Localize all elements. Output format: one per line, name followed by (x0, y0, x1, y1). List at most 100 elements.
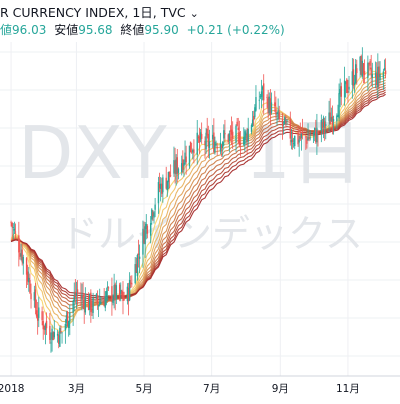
candle-body (282, 121, 285, 123)
candle-body (208, 141, 211, 148)
candle-body (80, 296, 82, 299)
candle-up (134, 256, 136, 285)
candle-body (181, 163, 183, 172)
candle-down (239, 131, 242, 157)
candle-up (44, 322, 47, 345)
candle-body (338, 93, 340, 119)
ohlc-low-label: 安値 (54, 23, 79, 37)
candle-up (212, 124, 214, 149)
candle-body (35, 310, 38, 317)
candle-down (49, 312, 51, 344)
candle-body (198, 136, 201, 143)
candle-up (309, 130, 311, 141)
candle-up (320, 114, 323, 143)
candle-down (305, 135, 307, 150)
candle-body (36, 314, 39, 321)
candle-up (112, 294, 114, 306)
candle-body (197, 136, 200, 139)
candle-body (45, 320, 48, 329)
candle-down (315, 119, 317, 144)
candle-body (97, 305, 100, 307)
candle-down (206, 117, 208, 139)
candle-body (206, 128, 208, 136)
candle-body (192, 149, 194, 153)
candle-up (219, 132, 222, 155)
candle-body (142, 228, 144, 255)
candle-body (276, 113, 278, 115)
candle-up (383, 59, 386, 71)
candle-body (153, 212, 155, 218)
candle-body (200, 133, 203, 139)
candle-down (60, 325, 62, 334)
candle-down (58, 331, 60, 349)
candle-body (136, 254, 139, 277)
candle-down (321, 118, 324, 135)
candle-up (159, 177, 162, 202)
candle-body (230, 129, 233, 135)
candle-down (111, 277, 113, 316)
candle-body (328, 112, 330, 122)
candle-body (236, 121, 238, 126)
candle-body (255, 97, 257, 111)
candle-body (313, 127, 316, 133)
candle-up (345, 81, 347, 98)
candle-up (359, 55, 361, 78)
candle-body (254, 107, 256, 118)
candle-body (305, 136, 307, 138)
candle-up (282, 121, 285, 135)
candle-up (339, 78, 341, 108)
candle-body (291, 139, 294, 142)
candle-up (254, 104, 256, 120)
candle-up (222, 140, 224, 157)
candle-body (348, 86, 350, 90)
candle-body (182, 159, 184, 170)
candle-body (76, 289, 79, 294)
x-tick-label: 2018 (0, 383, 24, 395)
candle-up (250, 123, 253, 135)
candle-up (105, 287, 108, 306)
candle-body (168, 171, 171, 178)
candle-up (59, 325, 61, 347)
candle-up (136, 253, 139, 281)
candle-body (118, 284, 121, 296)
x-tick-label: 3月 (68, 383, 85, 395)
candle-down (275, 96, 277, 119)
candle-body (379, 73, 381, 81)
ohlc-low-value: 95.68 (78, 23, 113, 37)
candle-up (115, 280, 118, 304)
candle-body (193, 149, 195, 154)
candle-up (153, 210, 155, 224)
candle-up (12, 223, 14, 240)
candle-body (196, 132, 198, 155)
candle-down (135, 257, 137, 274)
candle-down (14, 223, 17, 239)
candle-up (100, 296, 102, 305)
candle-up (106, 281, 109, 302)
candle-body (250, 125, 253, 132)
candle-up (20, 243, 22, 261)
candle-down (123, 291, 125, 302)
candle-up (276, 111, 278, 126)
candle-down (42, 311, 44, 340)
candle-up (300, 133, 303, 151)
candle-up (325, 116, 327, 140)
candle-down (306, 135, 308, 149)
candle-up (75, 281, 78, 309)
candle-body (100, 302, 102, 304)
candle-up (22, 254, 24, 275)
candle-up (183, 159, 185, 177)
candle-down (91, 300, 93, 317)
candle-body (312, 133, 315, 135)
candle-down (363, 59, 366, 84)
candle-body (49, 325, 51, 340)
candle-up (228, 130, 231, 153)
chevron-down-icon[interactable]: ⌄ (189, 7, 199, 20)
candle-up (259, 93, 262, 100)
candle-down (360, 54, 362, 76)
symbol-title[interactable]: R CURRENCY INDEX, 1日, TVC ⌄ (0, 4, 199, 23)
candle-down (207, 125, 210, 159)
candle-up (126, 283, 129, 305)
candle-up (144, 221, 146, 258)
candle-body (299, 135, 301, 140)
